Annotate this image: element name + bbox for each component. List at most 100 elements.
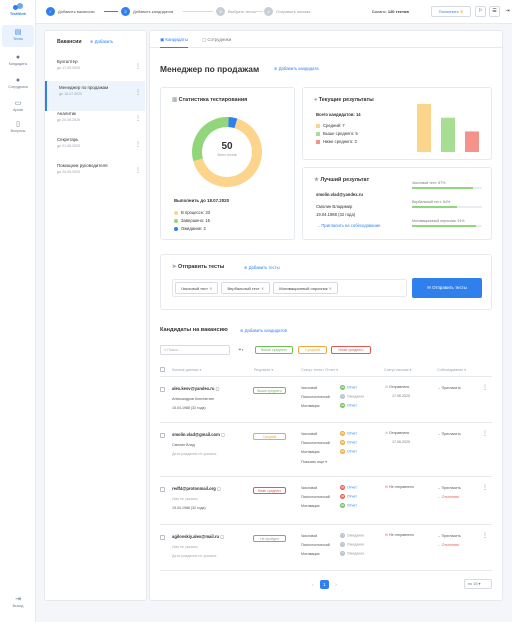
more-icon[interactable]: ⋮ (135, 116, 141, 122)
send-tests-button[interactable]: ✉ Отправить тесты (412, 278, 482, 298)
donut-segment (193, 118, 262, 187)
row-more-icon[interactable]: ⋮ (482, 485, 488, 491)
invite-interview-link[interactable]: → Пригласить на собеседование (316, 223, 381, 228)
test-status[interactable]: ▤ Отчет (340, 440, 357, 445)
more-icon[interactable]: ⋮ (135, 90, 141, 96)
filter-below-average[interactable]: Ниже среднего (331, 346, 371, 354)
table-row[interactable]: redf4@protonmail.org ▢ Имя не указано 19.0… (160, 477, 492, 525)
test-status[interactable]: ▤ Отчет (340, 485, 357, 490)
close-icon[interactable]: ✕ (260, 286, 265, 291)
tab-candidates[interactable]: ▣ Кандидаты (160, 37, 188, 48)
prev-page-button[interactable]: ‹ (312, 582, 314, 587)
topup-button[interactable]: Пополнить ♛ (431, 6, 471, 17)
table-row[interactable]: alex.kesv@yandex.ru ▢ Александров Констан… (160, 377, 492, 423)
copy-icon[interactable]: ▢ (215, 386, 220, 391)
menu-button[interactable]: ☰ (489, 6, 500, 17)
test-status[interactable]: ▤ Отчет (340, 431, 357, 436)
filter-average[interactable]: Средний (298, 346, 327, 354)
test-status[interactable]: ▤ Отчет (340, 503, 357, 508)
test-status[interactable]: ▤ Отчет (340, 403, 357, 408)
archive-icon: ▭ (14, 100, 22, 107)
col-result[interactable]: Результат ▾ (254, 368, 274, 372)
vacancy-item[interactable]: Аналитик до 20.08.2020 ⋮ (57, 111, 141, 122)
filter-button[interactable]: ⏷▾ (234, 345, 248, 355)
more-icon[interactable]: ⋮ (135, 64, 141, 70)
more-icon[interactable]: ⋮ (135, 142, 141, 148)
add-vacancy-button[interactable]: ⊕ Добавить (90, 39, 114, 44)
per-page-select[interactable]: по 15 ▾ (464, 579, 492, 589)
rail-item-tests[interactable]: ▤ Тесты (2, 25, 34, 47)
reject-button[interactable]: ← Отклонить (437, 495, 460, 499)
test-status[interactable]: ◷ Ожидание (340, 542, 365, 547)
reject-button[interactable]: ← Отклонить (437, 543, 460, 547)
step-1[interactable]: ✓ Добавить вакансию (46, 7, 95, 16)
step-3[interactable]: 3 Выбрать тесты (216, 7, 256, 16)
balance: Баланс: 120 тестов (372, 9, 409, 14)
add-candidate-button[interactable]: ⊕ Добавить кандидата (274, 66, 319, 71)
rail-item-questions[interactable]: ▯ Вопросы (2, 117, 34, 139)
crown-icon: ♛ (459, 9, 464, 14)
step-2[interactable]: 2 Добавить кандидатов (121, 7, 173, 16)
logout-button[interactable]: ⇥ Выход (2, 592, 34, 614)
more-icon[interactable]: ⋮ (135, 168, 141, 174)
close-icon[interactable]: ✕ (209, 286, 213, 291)
next-page-button[interactable]: › (335, 582, 337, 587)
row-checkbox[interactable] (160, 535, 165, 540)
results-bar-chart (417, 104, 479, 152)
row-checkbox[interactable] (160, 387, 165, 392)
table-row[interactable]: agilovskiy.alex@mail.ru ▢ Имя не указано Д… (160, 525, 492, 571)
rail-item-candidates[interactable]: ● Кандидаты (2, 50, 34, 72)
vacancy-item-active[interactable]: Менеджер по продажам до 18.07.2020 ⋮ (45, 81, 145, 111)
copy-icon[interactable]: ▢ (220, 534, 225, 539)
legend-swatch (174, 218, 178, 223)
invite-button[interactable]: → Пригласить (437, 432, 461, 436)
select-all-checkbox[interactable] (160, 367, 165, 374)
notifications-button[interactable]: ⚐ (475, 6, 486, 17)
test-status[interactable]: ▤ Отчет (340, 494, 357, 499)
users-icon: ● (314, 97, 318, 103)
candidate-email: smolin.vlad@gmail.com ▢ (172, 432, 225, 437)
invite-button[interactable]: → Пригласить (437, 386, 461, 390)
best-name: Смолин Владимир (316, 204, 353, 209)
copy-icon[interactable]: ▢ (217, 486, 222, 491)
logo[interactable]: TestWork (6, 3, 30, 19)
add-tests-button[interactable]: ⊕ Добавить тесты (244, 265, 280, 270)
test-status[interactable]: ◷ Ожидание (340, 394, 365, 399)
col-test-status[interactable]: Статус теста / Отчет ▾ (301, 368, 339, 372)
col-personal[interactable]: Личные данные ▾ (172, 368, 202, 372)
close-icon[interactable]: ✕ (328, 286, 332, 291)
candidate-dob: 19.04.1988 (32 года) (172, 506, 206, 510)
filter-above-average[interactable]: Выше среднего (255, 346, 293, 354)
row-more-icon[interactable]: ⋮ (482, 385, 488, 391)
test-status[interactable]: ▤ Отчет (340, 385, 357, 390)
rail-item-archive[interactable]: ▭ Архив (2, 96, 34, 118)
arrow-right-icon: → (316, 223, 321, 228)
copy-icon[interactable]: ▢ (221, 432, 225, 437)
col-mail-status[interactable]: Статус письма ▾ (384, 368, 412, 372)
row-more-icon[interactable]: ⋮ (482, 431, 488, 437)
legend-swatch (316, 139, 320, 144)
show-more-link[interactable]: Показать еще ▾ (301, 460, 328, 464)
test-status[interactable]: ◷ Ожидание (340, 533, 365, 538)
test-status[interactable]: ▤ Отчет (340, 449, 357, 454)
invite-button[interactable]: → Пригласить (437, 486, 461, 490)
add-candidates-button[interactable]: ⊕ Добавить кандидатов (240, 328, 287, 333)
test-name: Мотивация (301, 450, 320, 454)
vacancy-item[interactable]: Бухгалтер до 17.09.2020 ⋮ (57, 59, 141, 70)
exit-button[interactable]: ⇥ (502, 6, 512, 17)
page-1-button[interactable]: 1 (320, 580, 329, 589)
vacancy-item[interactable]: Помощник руководителя до 24.09.2020 ⋮ (57, 163, 141, 174)
row-more-icon[interactable]: ⋮ (482, 533, 488, 539)
search-input[interactable]: ⌕ Поиск... (160, 345, 230, 355)
tab-employees[interactable]: ▢ Сотрудники (202, 37, 232, 42)
row-checkbox[interactable] (160, 433, 165, 438)
vacancy-item[interactable]: Секретарь до 21.08.2020 ⋮ (57, 137, 141, 148)
row-checkbox[interactable] (160, 487, 165, 492)
donut-segment (192, 117, 229, 162)
invite-button[interactable]: → Пригласить (437, 534, 461, 538)
test-status[interactable]: ◷ Ожидание (340, 551, 365, 556)
step-4[interactable]: 4 Отправить письма (264, 7, 310, 16)
rail-item-employees[interactable]: ● Сотрудники (2, 73, 34, 95)
table-row[interactable]: smolin.vlad@gmail.com ▢ Смолин Влад Дата р… (160, 423, 492, 477)
col-interview[interactable]: Собеседование ▾ (437, 368, 467, 372)
